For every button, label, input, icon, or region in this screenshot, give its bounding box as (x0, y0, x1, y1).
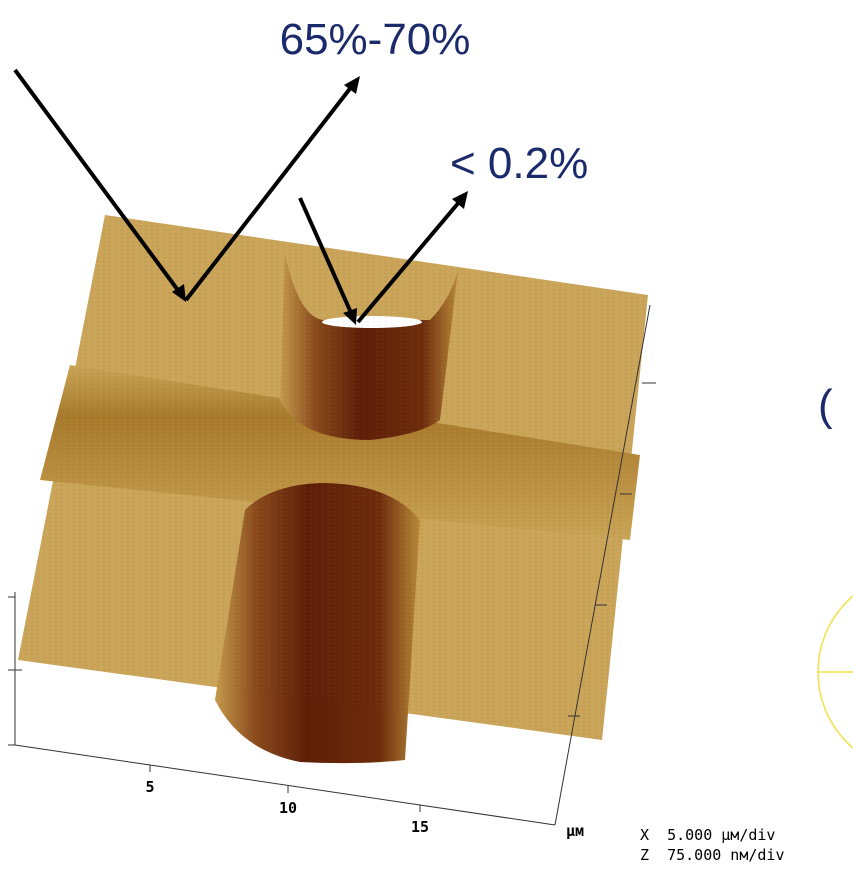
page: 5 10 15 μм X 5.000 μм/div Z 75.000 nм/di… (0, 0, 853, 875)
tick-label: 10 (279, 799, 297, 817)
surface-texture (18, 215, 648, 740)
x-scale: X 5.000 μм/div (640, 826, 775, 844)
annotation: < 0.2% (450, 139, 588, 188)
z-scale: Z 75.000 nм/div (640, 846, 785, 864)
tick-label: 15 (411, 818, 429, 836)
afm-figure: 5 10 15 μм X 5.000 μм/div Z 75.000 nм/di… (0, 0, 853, 875)
annotation: 65%-70% (280, 15, 471, 64)
cropped-text: ( (818, 381, 833, 430)
axis-unit: μм (566, 822, 584, 840)
tick-label: 5 (145, 778, 154, 796)
